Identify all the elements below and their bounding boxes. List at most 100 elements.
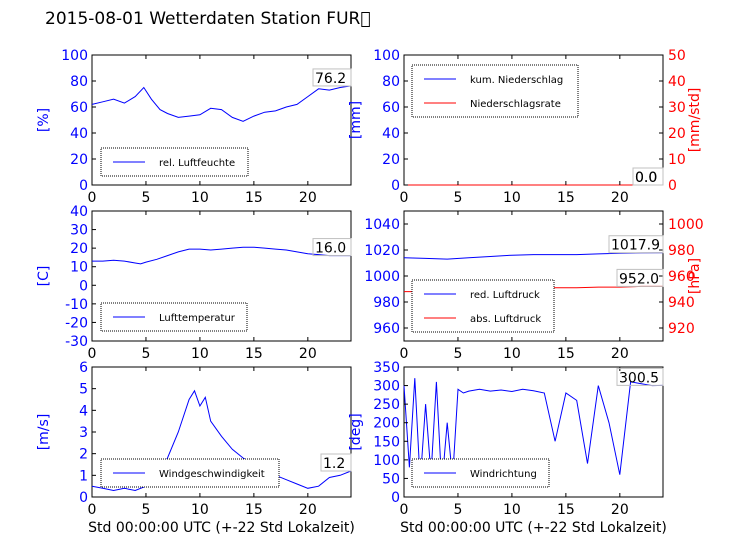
last-value-label: 76.2 [315, 71, 346, 87]
legend-label: abs. Luftdruck [470, 314, 541, 325]
x-tick-label: 0 [400, 346, 409, 362]
x-tick-label: 5 [141, 502, 150, 518]
y-tick-label: 100 [61, 48, 88, 64]
y-tick-label: 0 [79, 278, 88, 294]
y-axis-label: [C] [36, 266, 52, 287]
y-tick-label: 20 [70, 241, 88, 257]
last-value-label: 16.0 [315, 241, 346, 257]
y-tick-label: 4 [79, 403, 88, 419]
legend-label: Windrichtung [470, 469, 537, 480]
y-tick-label: 40 [382, 126, 400, 142]
x-tick-label: 20 [299, 502, 317, 518]
y-tick-label: -30 [65, 334, 88, 350]
y-tick-label: 250 [373, 397, 400, 413]
last-value-label: 0.0 [635, 170, 657, 186]
series-line [91, 85, 352, 122]
legend-label: red. Luftdruck [470, 290, 540, 301]
x-tick-label: 5 [141, 346, 150, 362]
value-box [632, 167, 664, 186]
series-line [91, 389, 352, 492]
y-tick-label: 40 [70, 204, 88, 220]
y-tick-label: 1040 [364, 217, 400, 233]
x-tick-label: 15 [245, 190, 263, 206]
y-tick-label: 1020 [364, 243, 400, 259]
y-tick-label: 0 [79, 178, 88, 194]
y-tick-label: 980 [373, 295, 400, 311]
y-tick-label: 350 [373, 360, 400, 376]
x-tick-label: 15 [557, 346, 575, 362]
y-tick-label: 60 [382, 100, 400, 116]
y-tick-label: 20 [70, 152, 88, 168]
x-tick-label: 10 [191, 346, 209, 362]
x-tick-label: 20 [611, 346, 629, 362]
y-tick-label: 6 [79, 360, 88, 376]
x-tick-label: 5 [141, 190, 150, 206]
last-value-label: 1017.9 [611, 238, 660, 254]
y-right-tick-label: 40 [668, 74, 686, 90]
x-axis-label: Std 00:00:00 UTC (+-22 Std Lokalzeit) [88, 520, 355, 536]
x-tick-label: 15 [245, 502, 263, 518]
x-tick-label: 10 [191, 502, 209, 518]
x-tick-label: 0 [88, 346, 97, 362]
x-tick-label: 10 [503, 346, 521, 362]
y-tick-label: 50 [382, 471, 400, 487]
y-tick-label: 150 [373, 434, 400, 450]
value-box [616, 367, 664, 386]
x-tick-label: 20 [611, 190, 629, 206]
x-tick-label: 10 [503, 502, 521, 518]
x-tick-label: 0 [400, 190, 409, 206]
x-axis-label: Std 00:00:00 UTC (+-22 Std Lokalzeit) [400, 520, 667, 536]
y-right-tick-label: 1000 [668, 217, 704, 233]
series-line [403, 252, 664, 260]
y-right-axis-label: [hPa] [687, 258, 703, 294]
last-value-label: 952.0 [619, 271, 659, 287]
y-tick-label: 1000 [364, 269, 400, 285]
last-value-label: 300.5 [619, 370, 659, 386]
x-tick-label: 15 [245, 346, 263, 362]
y-right-tick-label: 20 [668, 126, 686, 142]
y-right-tick-label: 0 [668, 178, 677, 194]
value-box [608, 235, 664, 254]
y-tick-label: 3 [79, 425, 88, 441]
y-tick-label: 100 [373, 48, 400, 64]
x-tick-label: 5 [453, 190, 462, 206]
x-tick-label: 15 [557, 502, 575, 518]
y-tick-label: 5 [79, 382, 88, 398]
y-tick-label: 80 [382, 74, 400, 90]
y-axis-label: [m/s] [36, 414, 52, 451]
x-tick-label: 20 [299, 190, 317, 206]
value-box [312, 238, 352, 257]
legend-label: rel. Luftfeuchte [159, 158, 235, 169]
x-tick-label: 20 [611, 502, 629, 518]
y-tick-label: 100 [373, 453, 400, 469]
y-tick-label: 40 [70, 126, 88, 142]
x-tick-label: 0 [400, 502, 409, 518]
y-right-tick-label: 980 [668, 243, 695, 259]
y-right-tick-label: 920 [668, 321, 695, 337]
x-tick-label: 5 [453, 346, 462, 362]
y-tick-label: 0 [391, 178, 400, 194]
page-title: 2015-08-01 Wetterdaten Station FUR  [45, 9, 371, 29]
legend-box [411, 279, 555, 333]
legend-label: Niederschlagsrate [470, 99, 561, 110]
x-tick-label: 15 [557, 190, 575, 206]
x-tick-label: 20 [299, 346, 317, 362]
legend-label: Lufttemperatur [159, 313, 236, 324]
y-right-tick-label: 940 [668, 295, 695, 311]
y-tick-label: -10 [65, 297, 88, 313]
value-box [320, 453, 352, 472]
x-tick-label: 0 [88, 502, 97, 518]
last-value-label: 1.2 [323, 456, 345, 472]
y-axis-label: [deg] [348, 413, 364, 450]
y-tick-label: 200 [373, 416, 400, 432]
y-axis-label: [mm] [348, 101, 364, 139]
legend-box [411, 64, 579, 118]
series-line [92, 246, 351, 265]
value-box [616, 268, 664, 287]
x-tick-label: 0 [88, 190, 97, 206]
y-right-tick-label: 50 [668, 48, 686, 64]
y-tick-label: 30 [70, 223, 88, 239]
x-tick-label: 5 [453, 502, 462, 518]
y-right-tick-label: 960 [668, 269, 695, 285]
y-right-tick-label: 30 [668, 100, 686, 116]
